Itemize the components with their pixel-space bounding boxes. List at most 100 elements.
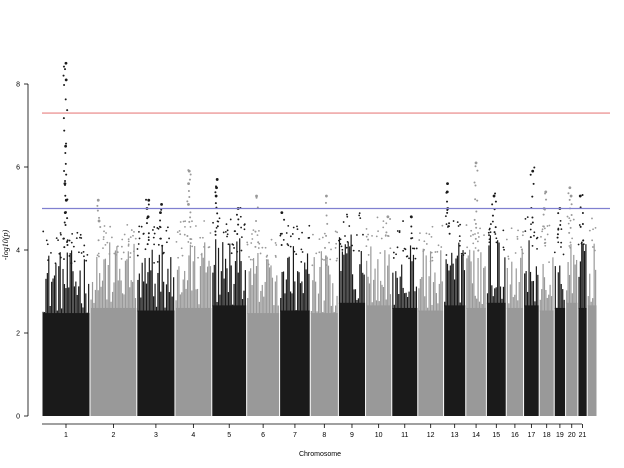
- point-column: [161, 246, 163, 312]
- point-column: [107, 265, 109, 309]
- point-column: [446, 263, 449, 307]
- snp-point: [98, 255, 100, 258]
- snp-point: [127, 238, 130, 241]
- snp-point: [325, 255, 327, 257]
- snp-point: [183, 233, 186, 236]
- peak-point: [257, 241, 260, 244]
- x-axis-label: Chromosome: [299, 451, 341, 458]
- point-column: [317, 293, 320, 315]
- point-column: [422, 248, 424, 312]
- point-column: [377, 259, 379, 307]
- point-column: [100, 286, 102, 309]
- point-column: [325, 256, 327, 315]
- point-column: [113, 282, 115, 309]
- point-column: [477, 257, 479, 309]
- peak-point: [475, 210, 478, 213]
- point-column: [359, 264, 361, 304]
- snp-point: [503, 248, 505, 251]
- snp-point: [195, 225, 197, 227]
- point-column: [444, 301, 446, 307]
- snp-point: [227, 243, 230, 246]
- snp-point: [184, 220, 187, 223]
- snp-point: [458, 244, 461, 247]
- point-column: [209, 266, 212, 309]
- point-column: [104, 258, 107, 309]
- snp-point: [321, 258, 324, 261]
- snp-point: [517, 229, 519, 232]
- snp-point: [312, 233, 314, 236]
- snp-point: [422, 250, 425, 253]
- chromosome-block: [566, 302, 578, 416]
- snp-point: [594, 227, 597, 229]
- peak-point: [543, 208, 546, 211]
- point-column: [192, 261, 194, 309]
- peak-point: [63, 246, 66, 249]
- snp-point: [58, 252, 61, 255]
- peak-point: [145, 222, 148, 225]
- point-column: [398, 293, 400, 309]
- snp-point: [79, 236, 81, 239]
- peak-point: [216, 212, 219, 215]
- point-column: [175, 300, 177, 309]
- chromosome-block: [137, 310, 175, 416]
- point-column: [332, 283, 334, 315]
- point-column: [280, 298, 282, 312]
- peak-point: [283, 218, 286, 221]
- peak-point: [559, 223, 562, 226]
- peak-point: [544, 238, 547, 241]
- snp-point: [47, 259, 49, 262]
- point-column: [415, 286, 418, 309]
- chromosome-13-points: [444, 182, 466, 416]
- snp-point: [425, 243, 428, 245]
- point-column: [452, 263, 454, 307]
- chromosome-block: [466, 307, 486, 416]
- point-column: [129, 287, 131, 309]
- point-column: [405, 292, 407, 309]
- snp-point: [474, 233, 476, 235]
- snp-point: [323, 232, 326, 235]
- point-column: [69, 252, 71, 315]
- peak-point: [63, 170, 66, 173]
- snp-point: [239, 215, 242, 218]
- snp-point: [42, 230, 45, 233]
- x-tick-label: 2: [111, 432, 115, 439]
- snp-point: [275, 256, 277, 258]
- snp-point: [264, 246, 267, 249]
- point-column: [173, 277, 175, 312]
- point-column: [270, 265, 272, 315]
- point-column: [508, 303, 510, 309]
- point-column: [449, 265, 451, 307]
- snp-point: [109, 225, 112, 228]
- snp-point: [406, 255, 409, 258]
- peak-point: [474, 165, 477, 168]
- peak-point: [187, 182, 190, 186]
- snp-point: [458, 240, 461, 242]
- point-column: [144, 258, 146, 312]
- point-column: [548, 294, 550, 312]
- snp-point: [289, 235, 292, 238]
- point-column: [343, 254, 345, 304]
- peak-point: [531, 221, 534, 224]
- x-tick-label: 11: [401, 432, 408, 439]
- point-column: [285, 279, 287, 312]
- point-column: [284, 293, 286, 312]
- snp-point: [246, 241, 249, 244]
- peak-point: [188, 178, 191, 181]
- snp-point: [250, 242, 253, 244]
- point-column: [43, 312, 46, 315]
- point-column: [147, 272, 149, 312]
- snp-point: [346, 215, 349, 218]
- point-column: [353, 289, 355, 304]
- snp-point: [434, 251, 437, 253]
- point-column: [68, 287, 70, 315]
- snp-point: [300, 248, 303, 251]
- snp-point: [46, 243, 49, 246]
- peak-point: [63, 129, 66, 132]
- peak-point: [556, 236, 559, 239]
- point-column: [294, 281, 296, 312]
- snp-point: [165, 229, 168, 232]
- peak-point: [569, 194, 573, 198]
- peak-point: [159, 219, 162, 222]
- point-column: [542, 263, 544, 312]
- snp-point: [78, 251, 80, 254]
